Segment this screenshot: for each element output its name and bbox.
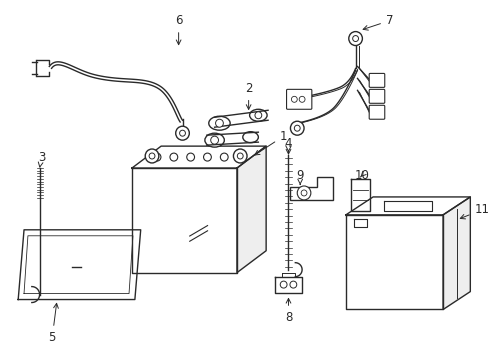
Polygon shape (353, 219, 366, 227)
Circle shape (352, 36, 358, 41)
Polygon shape (345, 197, 469, 215)
Text: 7: 7 (363, 14, 392, 30)
Circle shape (237, 153, 244, 161)
Text: 8: 8 (284, 298, 292, 324)
Ellipse shape (208, 116, 230, 130)
Circle shape (233, 149, 246, 163)
Circle shape (179, 130, 185, 136)
Polygon shape (206, 132, 258, 145)
Circle shape (186, 153, 194, 161)
Polygon shape (132, 146, 265, 168)
Text: 11: 11 (459, 203, 488, 219)
Circle shape (220, 153, 228, 161)
Circle shape (348, 32, 362, 45)
Polygon shape (274, 276, 302, 293)
Polygon shape (18, 230, 141, 300)
Polygon shape (350, 179, 369, 211)
Circle shape (301, 190, 306, 196)
Circle shape (149, 153, 155, 159)
Circle shape (153, 153, 161, 161)
Text: 3: 3 (38, 150, 45, 167)
Text: 10: 10 (354, 168, 369, 181)
Text: 9: 9 (296, 168, 304, 184)
Circle shape (291, 96, 297, 102)
Circle shape (289, 281, 296, 288)
Text: 1: 1 (254, 130, 287, 155)
Polygon shape (442, 197, 469, 310)
Polygon shape (214, 110, 267, 127)
Circle shape (175, 126, 189, 140)
Circle shape (145, 149, 159, 163)
Circle shape (290, 121, 304, 135)
Ellipse shape (204, 133, 224, 147)
Circle shape (280, 281, 286, 288)
Circle shape (210, 136, 218, 144)
Circle shape (297, 186, 310, 200)
Circle shape (203, 153, 211, 161)
Polygon shape (290, 177, 332, 200)
FancyBboxPatch shape (368, 105, 384, 119)
Circle shape (170, 153, 177, 161)
Polygon shape (345, 215, 442, 310)
Circle shape (299, 96, 305, 102)
Circle shape (294, 125, 300, 131)
Text: 4: 4 (284, 137, 292, 154)
Polygon shape (237, 146, 265, 273)
FancyBboxPatch shape (368, 89, 384, 103)
Polygon shape (281, 273, 295, 276)
Ellipse shape (249, 109, 266, 121)
Ellipse shape (243, 132, 258, 143)
Text: 6: 6 (175, 14, 182, 45)
Circle shape (254, 112, 261, 119)
Text: 5: 5 (48, 303, 58, 344)
FancyBboxPatch shape (286, 89, 311, 109)
Circle shape (215, 119, 223, 127)
Text: 2: 2 (244, 82, 252, 109)
Polygon shape (132, 168, 237, 273)
FancyBboxPatch shape (368, 73, 384, 87)
Circle shape (237, 153, 243, 159)
